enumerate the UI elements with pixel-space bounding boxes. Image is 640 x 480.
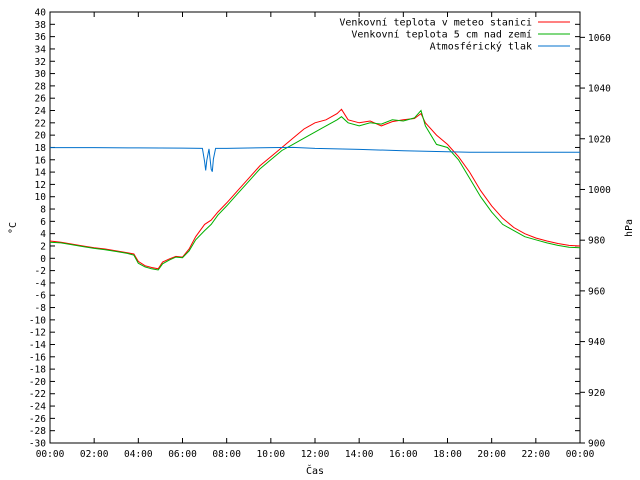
y-right-tick-label: 1020 <box>588 134 611 145</box>
series-line-2 <box>49 109 581 271</box>
y-left-tick-label: -26 <box>29 414 46 425</box>
y-left-tick-label: -30 <box>29 439 46 450</box>
y-right-tick-label: 960 <box>588 286 605 297</box>
y-left-tick-label: 22 <box>35 118 46 129</box>
x-tick-label: 04:00 <box>124 449 153 460</box>
y-left-tick-label: 40 <box>35 8 47 19</box>
y-left-tick-label: 34 <box>35 44 47 55</box>
x-tick-label: 08:00 <box>212 449 241 460</box>
legend-label: Venkovní teplota 5 cm nad zemí <box>351 29 532 41</box>
x-tick-label: 00:00 <box>566 449 595 460</box>
y-left-tick-label: -10 <box>29 315 46 326</box>
legend-label: Venkovní teplota v meteo stanici <box>339 17 532 29</box>
y-left-tick-label: -2 <box>35 266 46 277</box>
y-left-tick-label: -6 <box>35 291 47 302</box>
legend: Venkovní teplota v meteo staniciVenkovní… <box>339 17 570 53</box>
y-right-tick-label: 1040 <box>588 84 611 95</box>
y-left-tick-label: 38 <box>35 20 47 31</box>
legend-label: Atmosférický tlak <box>430 41 532 53</box>
y-left-tick-label: 32 <box>35 57 46 68</box>
x-tick-label: 16:00 <box>389 449 418 460</box>
series-line-3 <box>50 146 580 172</box>
x-tick-label: 20:00 <box>477 449 506 460</box>
x-tick-label: 10:00 <box>257 449 286 460</box>
y-right-tick-label: 920 <box>588 388 605 399</box>
y-left-tick-label: -12 <box>29 328 46 339</box>
series-line-1 <box>49 108 581 270</box>
y-left-tick-label: 26 <box>35 94 47 105</box>
y-left-tick-label: 14 <box>35 168 47 179</box>
y-left-tick-label: 30 <box>35 69 47 80</box>
y-left-tick-label: -22 <box>29 389 46 400</box>
y-right-tick-label: 1000 <box>588 185 611 196</box>
y-left-tick-label: -28 <box>29 426 46 437</box>
y-left-tick-label: 6 <box>40 217 46 228</box>
x-axis-label: Čas <box>306 464 324 477</box>
y-left-tick-label: -24 <box>29 402 46 413</box>
y-left-tick-label: 0 <box>40 254 46 265</box>
x-tick-label: 22:00 <box>522 449 551 460</box>
x-tick-label: 14:00 <box>345 449 374 460</box>
y-left-tick-label: 28 <box>35 81 47 92</box>
x-tick-label: 06:00 <box>168 449 197 460</box>
x-tick-label: 02:00 <box>80 449 109 460</box>
y-axis-label-left: °C <box>8 222 19 234</box>
series-lines <box>49 108 581 271</box>
y-left-tick-label: -4 <box>35 278 47 289</box>
y-left-tick-label: 4 <box>40 229 46 240</box>
y-left-tick-label: 8 <box>40 205 46 216</box>
y-left-tick-label: 24 <box>35 106 47 117</box>
y-right-tick-label: 900 <box>588 439 605 450</box>
y-axis-label-right: hPa <box>624 219 635 237</box>
y-left-tick-label: -20 <box>29 377 46 388</box>
axis-ticks: -30-28-26-24-22-20-18-16-14-12-10-8-6-4-… <box>29 8 611 461</box>
y-left-tick-label: -16 <box>29 352 46 363</box>
x-tick-label: 12:00 <box>301 449 330 460</box>
y-left-tick-label: -14 <box>29 340 46 351</box>
x-tick-label: 00:00 <box>36 449 65 460</box>
y-left-tick-label: 16 <box>35 155 47 166</box>
y-left-tick-label: 20 <box>35 131 47 142</box>
plot-frame <box>49 11 581 444</box>
y-left-tick-label: 12 <box>35 180 46 191</box>
y-right-tick-label: 980 <box>588 236 605 247</box>
x-tick-label: 18:00 <box>433 449 462 460</box>
y-left-tick-label: 10 <box>35 192 47 203</box>
y-left-tick-label: -18 <box>29 365 46 376</box>
y-left-tick-label: -8 <box>35 303 47 314</box>
y-right-tick-label: 1060 <box>588 33 611 44</box>
y-left-tick-label: 18 <box>35 143 47 154</box>
y-left-tick-label: 2 <box>40 241 46 252</box>
y-right-tick-label: 940 <box>588 337 605 348</box>
y-left-tick-label: 36 <box>35 32 47 43</box>
